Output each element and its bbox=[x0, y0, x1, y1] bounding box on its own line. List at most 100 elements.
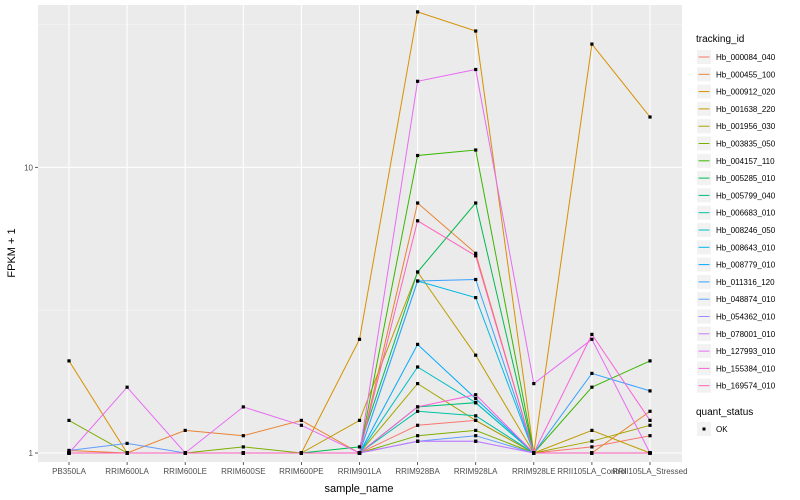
data-point bbox=[590, 451, 594, 455]
grid-major bbox=[38, 5, 682, 462]
data-point bbox=[357, 451, 362, 455]
data-point bbox=[590, 439, 594, 443]
x-tick-label: RRIM600LA bbox=[105, 467, 149, 476]
data-point bbox=[299, 418, 303, 422]
data-point bbox=[590, 337, 594, 341]
data-point bbox=[241, 445, 245, 449]
data-point bbox=[474, 29, 478, 33]
data-point bbox=[241, 451, 245, 455]
data-point bbox=[416, 439, 420, 443]
legend-label: Hb_008643_010 bbox=[716, 243, 776, 252]
data-point bbox=[474, 148, 478, 152]
y-tick-label: 10 bbox=[24, 163, 33, 172]
data-point bbox=[357, 445, 362, 449]
data-point bbox=[416, 409, 420, 413]
x-tick-label: RRIM928LA bbox=[454, 467, 498, 476]
x-tick-label: RRIM928LE bbox=[512, 467, 556, 476]
legend-label: Hb_011316_120 bbox=[716, 278, 775, 287]
data-point bbox=[648, 423, 652, 427]
data-point bbox=[648, 359, 652, 363]
data-point bbox=[648, 389, 652, 393]
data-point bbox=[474, 353, 478, 357]
data-point bbox=[357, 418, 362, 422]
legend-label: Hb_127993_010 bbox=[716, 347, 776, 356]
legend-label: Hb_054362_010 bbox=[716, 313, 776, 322]
x-tick-label: RRIM600SE bbox=[221, 467, 265, 476]
data-point bbox=[474, 277, 478, 282]
data-point bbox=[125, 441, 129, 445]
data-point bbox=[648, 418, 652, 422]
data-point bbox=[474, 67, 478, 72]
data-point bbox=[648, 115, 652, 119]
data-point bbox=[416, 434, 420, 438]
data-point bbox=[241, 405, 245, 409]
data-point bbox=[648, 434, 652, 438]
data-point bbox=[590, 42, 594, 46]
data-point bbox=[590, 428, 594, 432]
data-point bbox=[474, 393, 478, 397]
data-point bbox=[590, 332, 594, 336]
legend-label: Hb_001956_030 bbox=[716, 122, 776, 131]
legend2-point-symbol bbox=[702, 427, 706, 431]
data-point bbox=[299, 451, 303, 455]
data-point bbox=[416, 279, 420, 283]
data-point bbox=[648, 409, 652, 413]
data-point bbox=[67, 448, 71, 453]
data-point bbox=[474, 401, 478, 405]
data-point bbox=[416, 219, 420, 223]
data-point bbox=[474, 201, 478, 205]
legend-label: Hb_000912_020 bbox=[716, 88, 776, 97]
legend-label: Hb_001638_220 bbox=[716, 105, 776, 114]
legend-label: Hb_169574_010 bbox=[716, 382, 776, 391]
x-tick-label: RRII105LA_Control bbox=[557, 467, 627, 476]
data-point bbox=[416, 382, 420, 386]
y-axis-title: FPKM + 1 bbox=[6, 228, 18, 277]
data-point bbox=[474, 418, 478, 422]
legend-label: Hb_078001_010 bbox=[716, 330, 776, 339]
y-tick-label: 1 bbox=[29, 449, 34, 458]
data-point bbox=[474, 434, 478, 438]
data-point bbox=[474, 397, 478, 401]
data-point bbox=[416, 153, 420, 158]
x-tick-label: RRIM600PE bbox=[279, 467, 323, 476]
data-point bbox=[474, 414, 478, 418]
data-point bbox=[590, 445, 594, 449]
legend-label: Hb_004157_110 bbox=[716, 157, 775, 166]
data-point bbox=[416, 342, 420, 346]
legend-items: Hb_000084_040 Hb_000455_100 Hb_000912_020 H… bbox=[697, 50, 776, 393]
x-tick-label: RRIM901LA bbox=[338, 467, 382, 476]
x-tick-label: RRIM928BA bbox=[395, 467, 440, 476]
data-point bbox=[416, 365, 420, 369]
data-point bbox=[357, 337, 362, 341]
legend-label: Hb_048874_010 bbox=[716, 295, 776, 304]
x-axis-title: sample_name bbox=[324, 483, 393, 495]
legend: tracking_id Hb_000084_040Hb_000455_100Hb… bbox=[696, 34, 776, 436]
data-point bbox=[67, 451, 71, 455]
data-point bbox=[125, 451, 129, 455]
legend2-label: OK bbox=[716, 425, 728, 434]
x-axis: PB350LA RRIM600LA RRIM600LE RRIM600SE RRIM60… bbox=[52, 462, 688, 476]
data-point bbox=[125, 385, 129, 389]
legend-title: tracking_id bbox=[696, 34, 744, 45]
legend-label: Hb_003835_050 bbox=[716, 140, 776, 149]
series-points bbox=[67, 10, 652, 455]
x-tick-label: RRII105LA_Stressed bbox=[612, 467, 687, 476]
x-tick-label: RRIM600LE bbox=[163, 467, 207, 476]
data-point bbox=[474, 251, 478, 255]
legend-label: Hb_005799_040 bbox=[716, 191, 776, 200]
legend2-title: quant_status bbox=[696, 407, 753, 418]
data-point bbox=[183, 451, 187, 455]
data-point bbox=[474, 254, 478, 258]
x-tick-label: PB350LA bbox=[52, 467, 86, 476]
data-point bbox=[474, 428, 478, 432]
legend-label: Hb_155384_010 bbox=[716, 364, 776, 373]
data-point bbox=[648, 451, 652, 455]
data-point bbox=[67, 418, 71, 422]
data-point bbox=[532, 382, 536, 386]
data-point bbox=[416, 79, 420, 83]
legend-label: Hb_005285_010 bbox=[716, 174, 776, 183]
data-point bbox=[474, 439, 478, 443]
data-point bbox=[67, 359, 71, 363]
data-point bbox=[416, 270, 420, 274]
